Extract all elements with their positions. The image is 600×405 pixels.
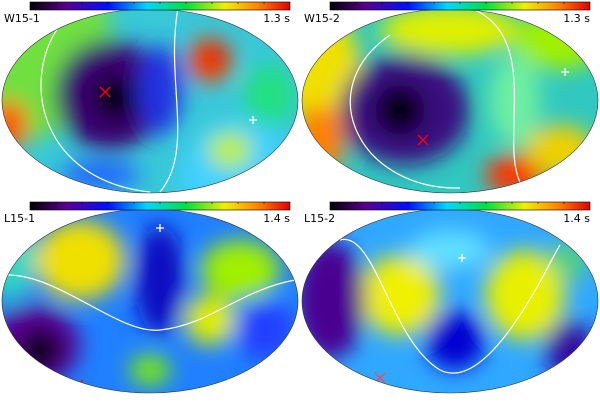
anomaly — [35, 220, 125, 300]
plane-curve — [40, 9, 179, 193]
panel-label: W15-2 — [304, 12, 340, 25]
panel-label: W15-1 — [4, 12, 40, 25]
anomaly — [360, 255, 440, 335]
anomaly — [302, 240, 365, 360]
anomaly — [302, 105, 345, 175]
panel: W15-2 1.3 s — [301, 1, 599, 194]
sky-map — [2, 209, 298, 393]
anomaly — [200, 240, 280, 300]
map-blobs — [302, 230, 595, 380]
anomaly — [245, 65, 295, 125]
scale-label: 1.4 s — [263, 212, 290, 225]
anomaly — [380, 9, 520, 55]
anomaly — [60, 161, 140, 189]
panel-label: L15-2 — [304, 212, 335, 225]
marker-cross — [156, 224, 164, 232]
plane-curve — [349, 9, 521, 189]
anomaly — [185, 295, 235, 345]
anomaly — [2, 100, 28, 150]
anomaly — [425, 310, 485, 370]
anomaly — [525, 125, 595, 175]
anomaly — [135, 225, 185, 335]
marker-cross — [99, 86, 111, 98]
plane-curve — [339, 238, 561, 374]
anomaly — [130, 355, 170, 385]
anomaly — [235, 300, 295, 360]
marker-cross — [458, 254, 466, 262]
marker-cross — [417, 134, 429, 146]
anomaly — [138, 45, 182, 135]
sky-map — [302, 209, 598, 393]
anomaly — [550, 240, 590, 280]
anomaly — [490, 55, 540, 145]
panel: L15-2 1.4 s — [301, 201, 599, 394]
marker-cross — [561, 68, 569, 76]
anomaly — [205, 45, 225, 65]
anomaly — [93, 76, 137, 120]
scale-label: 1.3 s — [563, 12, 590, 25]
plane-curve — [7, 274, 296, 331]
panel: L15-1 1.4 s — [1, 201, 299, 394]
anomaly — [545, 320, 595, 380]
scale-label: 1.3 s — [263, 12, 290, 25]
sky-map — [302, 9, 598, 193]
anomaly — [375, 85, 425, 135]
anomaly — [410, 230, 490, 270]
scale-label: 1.4 s — [563, 212, 590, 225]
anomaly — [302, 10, 360, 130]
panel-label: L15-1 — [4, 212, 35, 225]
marker-cross — [249, 116, 257, 124]
anomaly — [208, 132, 252, 168]
